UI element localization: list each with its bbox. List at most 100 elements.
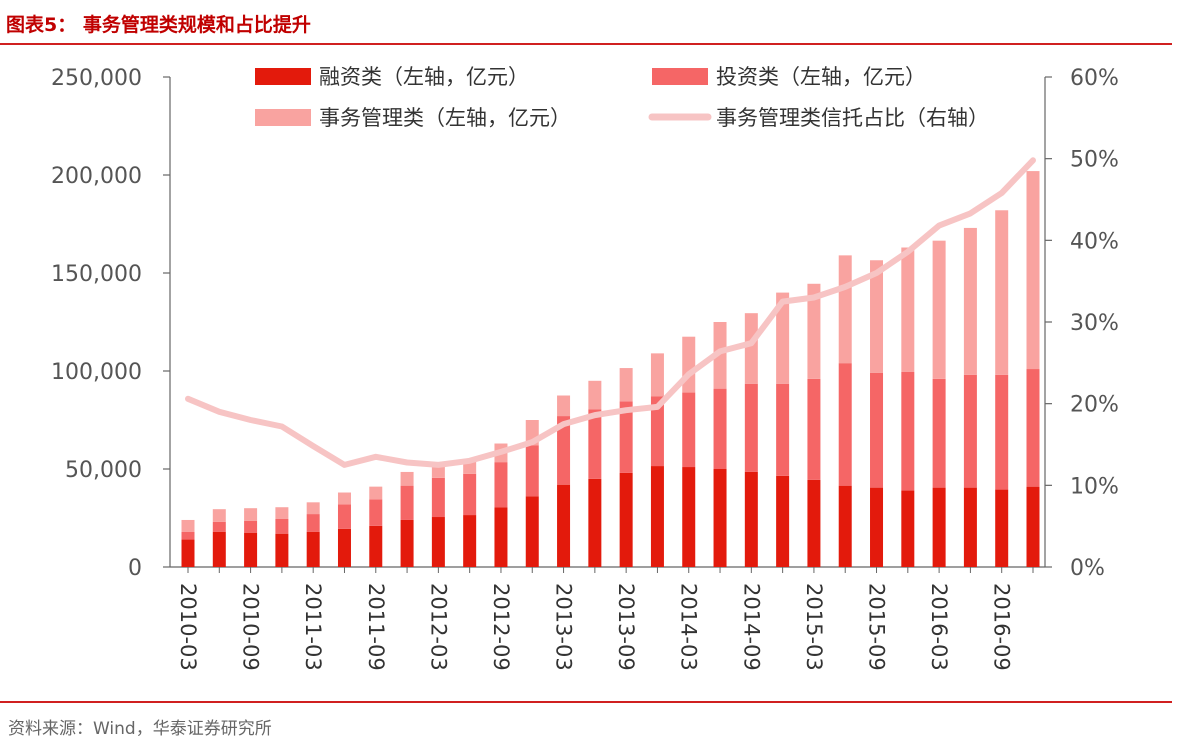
bar-financing — [369, 525, 383, 567]
bar-financing — [400, 519, 414, 567]
bar-investment — [807, 378, 821, 480]
bar-management — [995, 210, 1009, 375]
top-divider — [0, 43, 1172, 45]
right-axis-tick-label: 40% — [1070, 229, 1119, 254]
bar-series — [181, 171, 1040, 567]
bar-financing — [244, 532, 258, 567]
figure-title: 图表5： 事务管理类规模和占比提升 — [6, 14, 311, 36]
bar-financing — [807, 479, 821, 567]
bar-management — [807, 283, 821, 379]
bar-investment — [588, 409, 602, 479]
bar-investment — [650, 396, 664, 467]
x-axis-tick-label: 2012-09 — [489, 583, 513, 671]
bar-management — [463, 461, 477, 474]
bar-investment — [995, 374, 1009, 490]
x-axis-tick-label: 2010-09 — [239, 583, 263, 671]
legend-financing-swatch — [255, 68, 311, 85]
bar-management — [776, 292, 790, 384]
bar-management — [870, 260, 884, 373]
bar-management — [400, 471, 414, 486]
bar-investment — [181, 531, 195, 540]
legend-investment: 投资类（左轴，亿元） — [652, 65, 926, 89]
x-axis-tick-label: 2011-09 — [364, 583, 388, 671]
bar-management — [1026, 171, 1040, 370]
bar-investment — [557, 416, 571, 485]
bar-financing — [682, 467, 696, 567]
right-axis-tick-label: 60% — [1070, 66, 1119, 91]
x-axis-tick-label: 2012-03 — [426, 583, 450, 671]
legend-management: 事务管理类（左轴，亿元） — [255, 106, 571, 130]
bar-investment — [963, 374, 977, 488]
ratio-line-series — [185, 157, 1036, 468]
bar-financing — [494, 507, 508, 567]
x-axis-tick-label: 2014-09 — [739, 583, 763, 671]
bar-management — [682, 336, 696, 393]
source-note: 资料来源：Wind，华泰证券研究所 — [8, 719, 272, 739]
bar-financing — [838, 485, 852, 567]
legend-financing-label: 融资类（左轴，亿元） — [319, 65, 529, 89]
bar-investment — [682, 392, 696, 468]
bar-management — [431, 465, 445, 478]
bar-financing — [181, 539, 195, 567]
bar-investment — [870, 372, 884, 488]
bar-financing — [963, 487, 977, 567]
bar-financing — [588, 478, 602, 567]
x-axis-tick-label: 2011-03 — [301, 583, 325, 671]
chart-axes: 0 50,000 100,000 150,000 200,000 250,000 0% 10%… — [51, 66, 1119, 671]
bar-financing — [713, 469, 727, 567]
bar-management — [744, 313, 758, 384]
bar-investment — [306, 514, 320, 532]
bar-management — [337, 492, 351, 505]
bar-management — [713, 322, 727, 389]
bar-investment — [901, 371, 915, 491]
bar-management — [901, 247, 915, 372]
left-axis-tick-label: 150,000 — [51, 262, 142, 287]
bar-financing — [1026, 486, 1040, 567]
legend-management-label: 事务管理类（左轴，亿元） — [319, 106, 571, 130]
x-axis-tick-label: 2013-09 — [614, 583, 638, 671]
bar-financing — [870, 487, 884, 567]
bar-financing — [901, 490, 915, 567]
legend-investment-swatch — [652, 68, 708, 85]
bar-investment — [619, 401, 633, 473]
bar-management — [838, 255, 852, 364]
bar-investment — [275, 518, 289, 534]
right-axis-tick-label: 0% — [1070, 556, 1105, 581]
bottom-divider — [0, 701, 1172, 703]
bar-investment — [525, 445, 539, 497]
bar-management — [275, 507, 289, 519]
bar-financing — [557, 484, 571, 567]
ratio-line — [185, 157, 1036, 468]
left-axis-tick-label: 0 — [128, 556, 142, 581]
legend-investment-label: 投资类（左轴，亿元） — [716, 65, 926, 89]
x-axis-tick-label: 2016-03 — [927, 583, 951, 671]
legend-financing: 融资类（左轴，亿元） — [255, 65, 529, 89]
x-axis-tick-label: 2010-03 — [176, 583, 200, 671]
bar-financing — [650, 466, 664, 567]
bar-financing — [431, 517, 445, 567]
bar-financing — [275, 533, 289, 567]
right-axis-tick-label: 50% — [1070, 148, 1119, 173]
bar-financing — [995, 489, 1009, 567]
bar-financing — [463, 515, 477, 567]
left-axis-tick-label: 200,000 — [51, 164, 142, 189]
bar-financing — [932, 487, 946, 567]
bar-investment — [713, 388, 727, 469]
bar-management — [963, 227, 977, 375]
bar-investment — [1026, 369, 1040, 487]
bar-investment — [337, 504, 351, 529]
bar-management — [306, 502, 320, 515]
bar-management — [932, 240, 946, 379]
x-axis-tick-label: 2014-03 — [677, 583, 701, 671]
x-axis-tick-label: 2013-03 — [552, 583, 576, 671]
bar-financing — [744, 471, 758, 567]
bar-management — [369, 486, 383, 500]
bar-financing — [337, 528, 351, 567]
bar-financing — [212, 531, 226, 567]
bar-management — [650, 353, 664, 397]
left-axis-tick-label: 50,000 — [65, 458, 142, 483]
bar-investment — [244, 520, 258, 533]
x-axis-tick-label: 2015-03 — [802, 583, 826, 671]
bar-investment — [463, 473, 477, 516]
legend-ratio-label: 事务管理类信托占比（右轴） — [716, 106, 989, 130]
